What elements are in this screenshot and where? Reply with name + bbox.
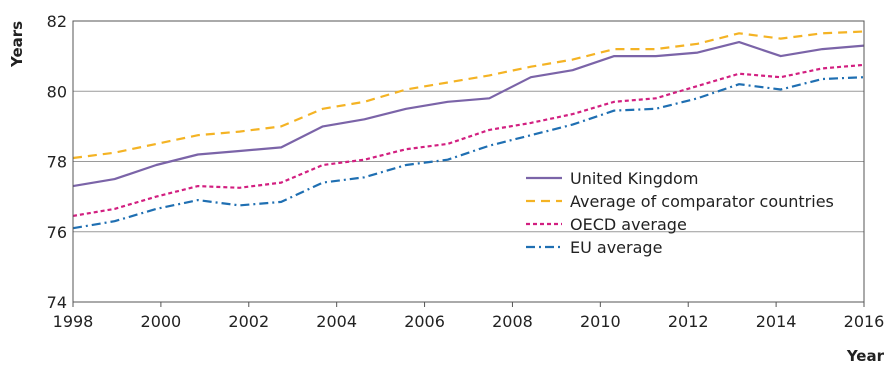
series-line-3	[72, 63, 865, 217]
y-tick-label: 76	[47, 223, 67, 242]
x-tick-label: 2016	[844, 312, 885, 331]
x-tick-label: 2008	[492, 312, 533, 331]
y-tick-label: 74	[47, 293, 67, 312]
grid-lines	[73, 20, 864, 303]
series-layer	[72, 30, 865, 230]
x-tick-label: 2010	[580, 312, 621, 331]
x-tick-label: 2012	[668, 312, 709, 331]
x-axis-title: Year	[846, 347, 885, 365]
y-axis-title: Years	[8, 21, 26, 68]
legend: United Kingdom Average of comparator coun…	[526, 169, 834, 257]
y-tick-label: 82	[47, 12, 67, 31]
legend-label-2: Average of comparator countries	[570, 192, 834, 211]
x-tick-label: 2006	[404, 312, 445, 331]
x-tick-label: 2004	[316, 312, 357, 331]
x-tick-label: 1998	[53, 312, 94, 331]
series-line-4	[72, 76, 865, 230]
tick-labels: 74 76 78 80 82 1998 2000 2002 2004 2006 2008 2010 20…	[47, 12, 885, 331]
series-line-2	[72, 30, 865, 160]
x-tick-label: 2014	[756, 312, 797, 331]
x-tick-label: 2002	[228, 312, 269, 331]
plot-frame	[72, 20, 865, 303]
legend-label-1: United Kingdom	[570, 169, 698, 188]
legend-label-4: EU average	[570, 238, 662, 257]
series-line-1	[72, 40, 865, 188]
y-tick-label: 78	[47, 153, 67, 172]
legend-label-3: OECD average	[570, 215, 687, 234]
x-tick-label: 2000	[141, 312, 182, 331]
axes	[72, 20, 865, 307]
y-tick-label: 80	[47, 82, 67, 101]
